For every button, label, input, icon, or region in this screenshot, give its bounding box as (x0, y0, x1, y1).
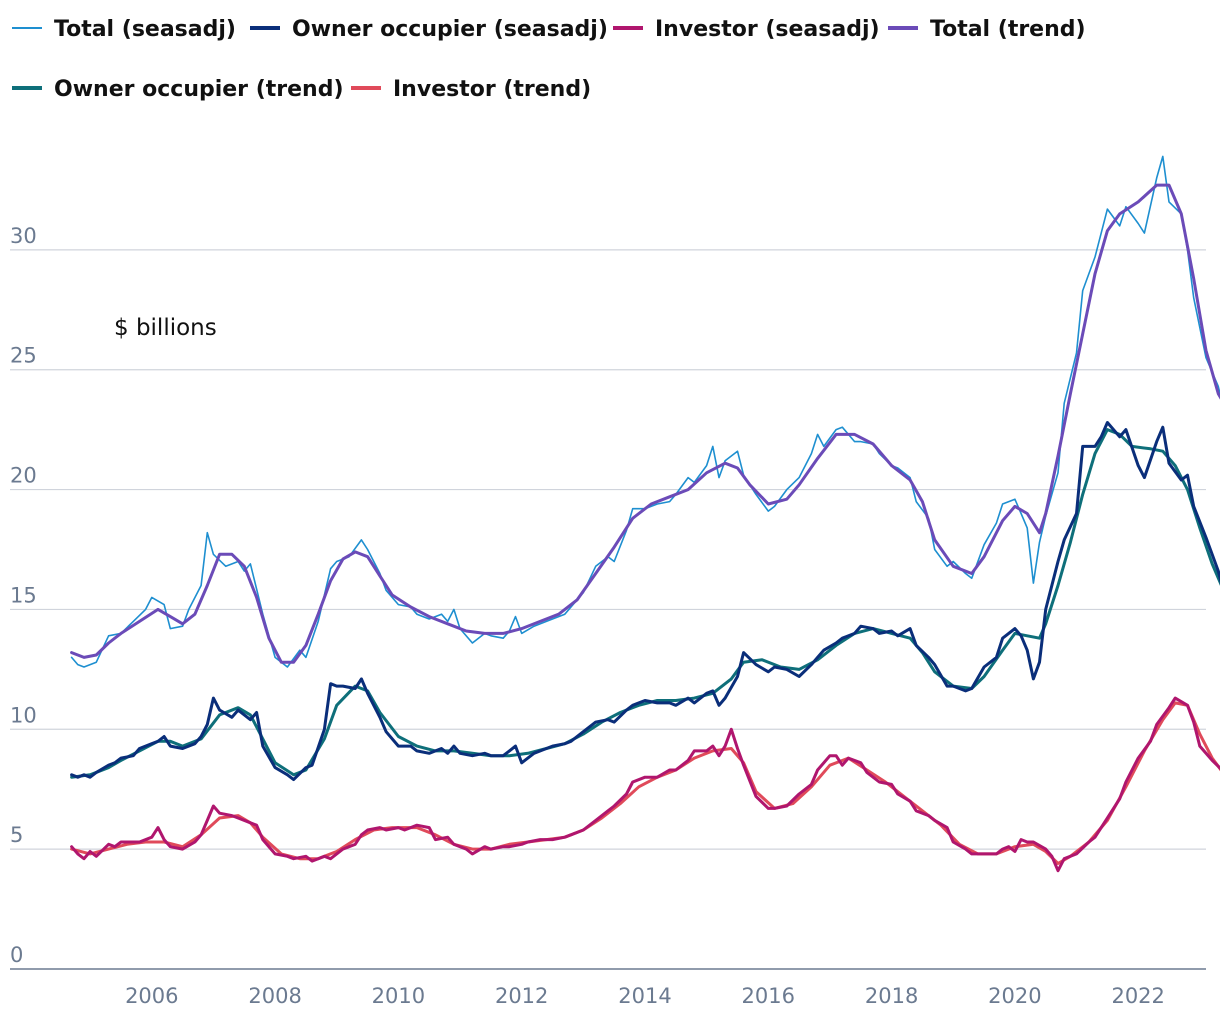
legend-item: Owner occupier (seasadj) (250, 17, 608, 42)
y-axis-label: $ billions (114, 315, 217, 341)
y-tick-label: 25 (10, 344, 37, 368)
x-tick-label: 2016 (742, 984, 795, 1008)
y-tick-label: 30 (10, 224, 37, 248)
x-tick-label: 2008 (248, 984, 301, 1008)
series-line-owner-occupier-seasadj (70, 421, 1220, 782)
gridlines (10, 249, 1206, 850)
x-tick-label: 2006 (125, 984, 178, 1008)
x-tick-label: 2010 (372, 984, 425, 1008)
series-line-total-seasadj (70, 155, 1220, 668)
x-tick-label: 2018 (865, 984, 918, 1008)
legend-label: Owner occupier (trend) (54, 77, 344, 102)
x-tick-label: 2020 (988, 984, 1041, 1008)
legend-label: Investor (trend) (393, 77, 591, 102)
y-tick-label: 10 (10, 703, 37, 727)
legend-label: Total (trend) (930, 17, 1086, 42)
series-line-investor-trend (70, 701, 1220, 865)
y-tick-label: 15 (10, 583, 37, 607)
legend-item: Owner occupier (trend) (12, 77, 344, 102)
y-tick-label: 5 (10, 823, 23, 847)
y-tick-label: 0 (10, 943, 23, 967)
legend-item: Investor (trend) (351, 77, 591, 102)
legend-item: Investor (seasadj) (613, 17, 880, 42)
legend-item: Total (trend) (888, 17, 1086, 42)
legend: Total (seasadj) Owner occupier (seasadj) I… (12, 17, 1086, 102)
x-tick-label: 2012 (495, 984, 548, 1008)
series-line-total-trend (70, 183, 1220, 664)
legend-label: Total (seasadj) (54, 17, 236, 42)
x-tick-label: 2014 (618, 984, 671, 1008)
y-axis: 0 5 10 15 20 25 30 (10, 224, 37, 967)
x-axis: 2006 2008 2010 2012 2014 2016 2018 2020 2022 (10, 968, 1206, 1008)
x-tick-label: 2022 (1111, 984, 1164, 1008)
legend-label: Investor (seasadj) (655, 17, 880, 42)
plot-series (70, 155, 1220, 873)
legend-label: Owner occupier (seasadj) (292, 17, 608, 42)
series-line-investor-seasadj (70, 696, 1220, 873)
legend-item: Total (seasadj) (12, 17, 236, 42)
y-tick-label: 20 (10, 464, 37, 488)
